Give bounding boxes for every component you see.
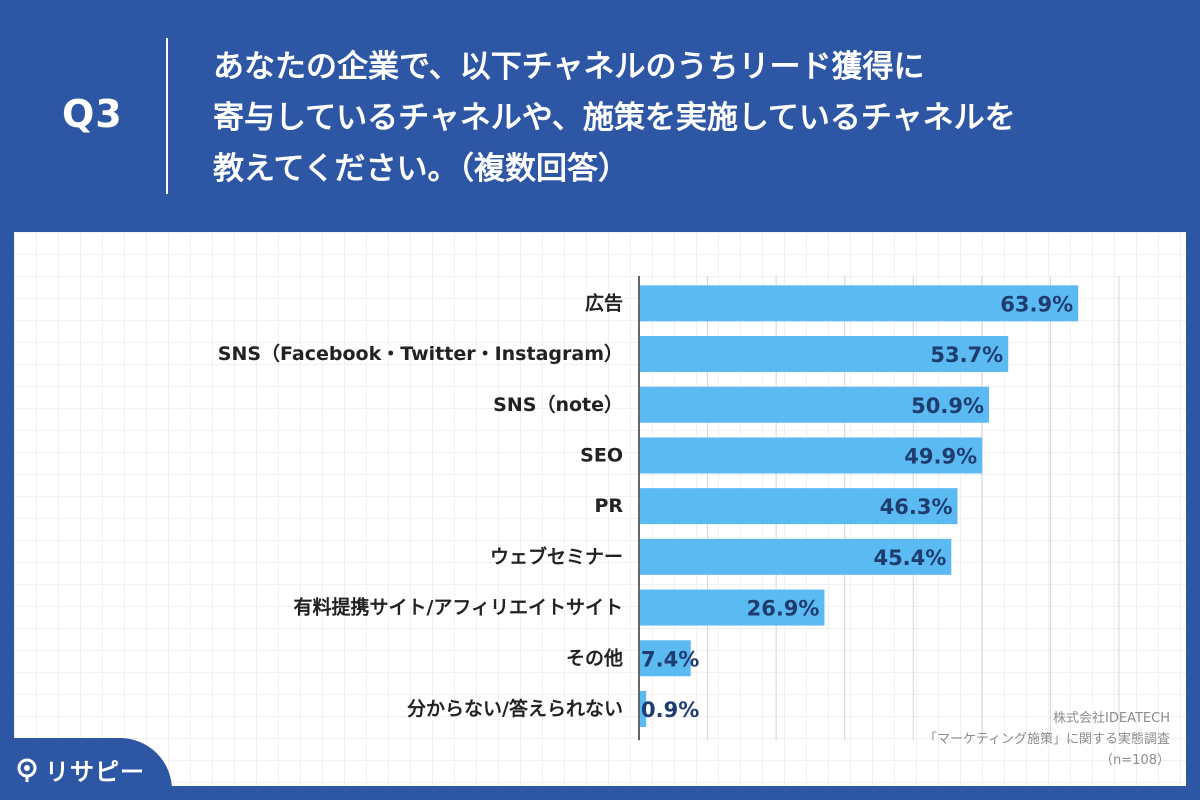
question-line-2: 寄与しているチャネルや、施策を実施しているチャネルを: [213, 100, 1016, 136]
bar: [640, 640, 691, 677]
source-note: 株式会社IDEATECH 「マーケティング施策」に関する実態調査 （n=108）: [924, 708, 1170, 771]
value-label: 49.9%: [904, 444, 977, 468]
bar: [640, 488, 958, 525]
category-label: 広告: [585, 291, 623, 314]
header-divider: [166, 38, 168, 194]
value-label: 53.7%: [930, 343, 1003, 367]
question-line-3: 教えてください。（複数回答）: [213, 151, 630, 187]
bar: [640, 285, 1079, 322]
question-header: Q3 あなたの企業で、以下チャネルのうちリード獲得に 寄与しているチャネルや、施…: [0, 0, 1200, 232]
source-company: 株式会社IDEATECH: [1053, 711, 1170, 726]
category-label: SNS（note）: [493, 393, 623, 416]
chart-panel: 広告 63.9% SNS（Facebook・Twitter・Instagram） 53…: [14, 232, 1186, 786]
bar: [640, 437, 983, 474]
brand-name: リサピー: [45, 758, 145, 786]
brand-logo: リサピー: [0, 738, 172, 800]
question-text: あなたの企業で、以下チャネルのうちリード獲得に 寄与しているチャネルや、施策を実…: [213, 42, 1173, 195]
category-label: SEO: [580, 444, 623, 466]
category-label: SNS（Facebook・Twitter・Instagram）: [218, 342, 623, 365]
value-label: 46.3%: [880, 495, 953, 519]
value-label: 63.9%: [1000, 292, 1073, 316]
category-label: 分からない/答えられない: [407, 697, 623, 720]
value-label: 0.9%: [641, 698, 699, 722]
value-label: 26.9%: [747, 597, 820, 621]
pin-icon: [17, 758, 37, 782]
category-label: ウェブセミナー: [490, 545, 623, 568]
bar: [640, 589, 825, 626]
question-number: Q3: [62, 92, 123, 136]
bar: [640, 386, 990, 423]
bar-chart: 広告 63.9% SNS（Facebook・Twitter・Instagram） 53…: [218, 276, 1120, 741]
question-line-1: あなたの企業で、以下チャネルのうちリード獲得に: [213, 49, 925, 85]
bar: [640, 690, 647, 727]
source-sample: （n=108）: [1100, 753, 1170, 768]
value-label: 7.4%: [641, 647, 699, 671]
category-label: 有料提携サイト/アフィリエイトサイト: [293, 596, 623, 619]
bar: [640, 336, 1009, 373]
bar: [640, 538, 952, 575]
source-survey: 「マーケティング施策」に関する実態調査: [924, 732, 1170, 747]
value-label: 50.9%: [911, 394, 984, 418]
category-label: その他: [566, 646, 623, 669]
category-label: PR: [594, 495, 623, 517]
value-label: 45.4%: [873, 546, 946, 570]
